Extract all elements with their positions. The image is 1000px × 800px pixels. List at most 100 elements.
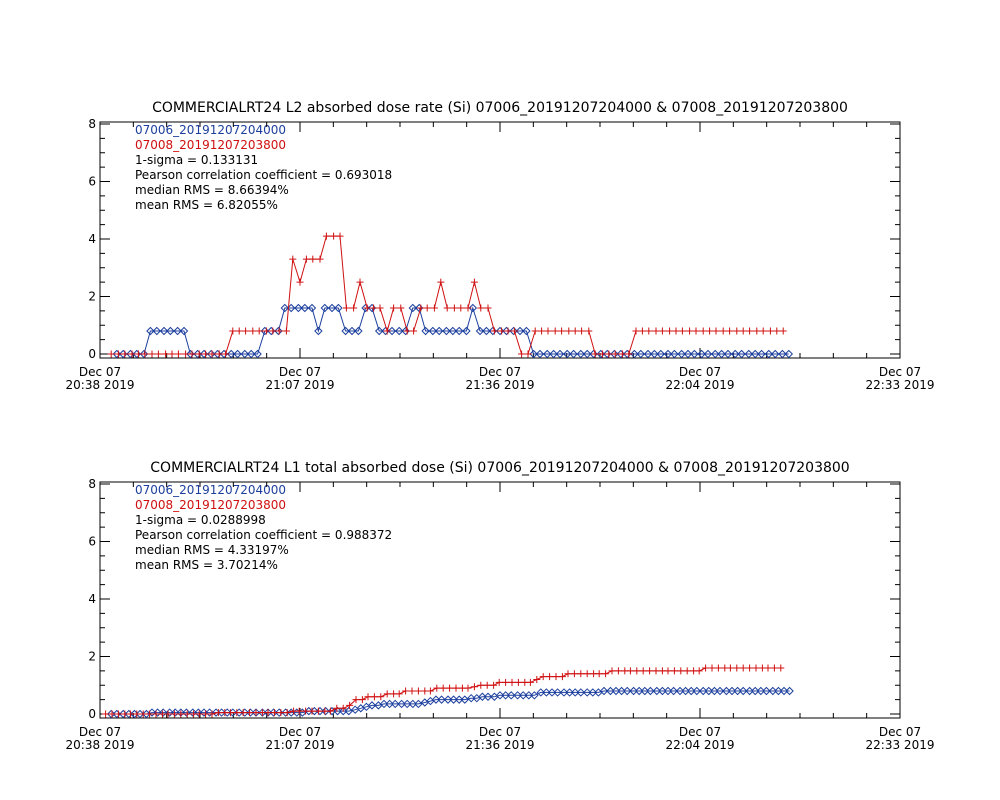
top-data-point-diamond (509, 326, 518, 336)
bottom-data-point-plus (708, 664, 716, 672)
bottom-data-point-plus (314, 707, 322, 715)
top-data-point-diamond (173, 326, 182, 336)
top-x-tick-date: Dec 07 (279, 365, 321, 379)
bottom-data-point-plus (702, 664, 710, 672)
top-data-point-plus (182, 350, 190, 358)
bottom-data-point-plus (146, 710, 154, 718)
bottom-data-point-plus (452, 684, 460, 692)
bottom-data-point-diamond (449, 695, 458, 704)
bottom-data-point-plus (583, 670, 591, 678)
top-data-point-diamond (266, 326, 276, 336)
top-data-point-diamond (468, 303, 478, 313)
top-data-point-diamond (502, 326, 511, 336)
top-data-point-plus (168, 350, 176, 358)
bottom-data-point-plus (152, 710, 160, 718)
top-data-point-plus (544, 327, 552, 335)
bottom-data-point-diamond (646, 686, 655, 696)
bottom-data-point-diamond (692, 686, 702, 696)
bottom-data-point-diamond (333, 706, 342, 716)
top-data-point-plus (524, 350, 532, 358)
top-data-point-diamond (750, 349, 760, 359)
top-chart: COMMERCIALRT24 L2 absorbed dose rate (Si… (66, 100, 935, 392)
bottom-data-point-diamond (501, 691, 510, 700)
bottom-data-point-diamond (414, 699, 423, 709)
top-data-point-plus (618, 350, 626, 358)
bottom-x-tick-time: 21:07 2019 (266, 738, 335, 752)
top-data-point-plus (302, 255, 310, 263)
top-data-point-plus (504, 327, 512, 335)
top-data-point-plus (215, 350, 223, 358)
top-data-point-diamond (186, 349, 195, 359)
bottom-data-point-plus (233, 709, 241, 717)
top-data-point-diamond (280, 303, 290, 313)
bottom-data-point-diamond (106, 709, 116, 719)
top-data-point-diamond (576, 349, 586, 359)
top-chart-legend-2: 07008_20191207203800 (135, 138, 286, 152)
top-data-point-plus (551, 327, 559, 335)
bottom-data-point-diamond (762, 686, 771, 696)
top-x-tick-date: Dec 07 (479, 365, 521, 379)
bottom-data-point-diamond (622, 686, 632, 696)
top-data-point-plus (376, 304, 384, 312)
top-data-point-plus (370, 304, 378, 312)
top-data-point-diamond (723, 349, 733, 359)
top-data-point-plus (565, 327, 573, 335)
bottom-data-point-diamond (715, 686, 725, 696)
top-data-point-diamond (139, 349, 149, 359)
bottom-data-point-diamond (199, 708, 209, 717)
top-data-point-plus (437, 278, 445, 286)
top-data-point-diamond (126, 349, 135, 359)
bottom-data-point-plus (646, 667, 654, 675)
bottom-data-point-diamond (570, 688, 580, 697)
bottom-chart-legend-2: 07008_20191207203800 (135, 498, 286, 512)
bottom-data-point-plus (202, 710, 210, 718)
bottom-data-point-plus (508, 678, 516, 686)
top-chart-legend-1: 07006_20191207204000 (135, 123, 286, 137)
bottom-data-point-plus (683, 667, 691, 675)
top-data-point-diamond (442, 326, 451, 336)
bottom-data-point-diamond (518, 691, 528, 700)
top-data-point-plus (141, 350, 149, 358)
top-data-point-diamond (670, 349, 679, 359)
top-data-point-plus (121, 350, 129, 358)
top-data-point-diamond (778, 349, 787, 359)
bottom-data-point-plus (539, 673, 547, 681)
top-data-point-plus (598, 350, 606, 358)
bottom-data-point-plus (214, 709, 222, 717)
top-data-point-plus (114, 350, 122, 358)
bottom-data-point-diamond (686, 686, 696, 696)
bottom-data-point-plus (490, 681, 498, 689)
top-data-point-diamond (630, 349, 639, 359)
bottom-data-point-plus (714, 664, 722, 672)
bottom-data-point-diamond (779, 686, 789, 696)
top-data-point-diamond (233, 349, 242, 359)
bottom-data-point-plus (752, 664, 760, 672)
bottom-data-point-plus (252, 709, 260, 717)
bottom-data-point-plus (570, 670, 578, 678)
top-data-point-diamond (475, 326, 485, 336)
top-data-point-diamond (656, 349, 666, 359)
bottom-data-point-diamond (495, 691, 505, 700)
top-data-point-diamond (643, 349, 653, 359)
top-data-point-plus (726, 327, 734, 335)
top-data-point-plus (242, 327, 250, 335)
bottom-data-point-plus (677, 667, 685, 675)
bottom-chart-annotation-4: mean RMS = 3.70214% (135, 558, 278, 572)
top-data-point-diamond (434, 326, 444, 336)
bottom-data-point-plus (226, 709, 234, 717)
bottom-data-point-diamond (722, 686, 731, 696)
top-x-tick-time: 22:33 2019 (866, 378, 935, 392)
bottom-y-tick-label: 4 (88, 592, 96, 606)
bottom-data-point-plus (633, 667, 641, 675)
top-data-point-diamond (589, 349, 598, 359)
bottom-x-tick-time: 21:36 2019 (466, 738, 535, 752)
bottom-data-point-diamond (379, 699, 389, 709)
top-data-point-plus (322, 232, 330, 240)
top-data-point-plus (510, 327, 518, 335)
bottom-data-point-plus (170, 710, 178, 718)
top-data-point-diamond (663, 349, 673, 359)
top-data-point-plus (766, 327, 774, 335)
bottom-y-tick-label: 0 (88, 707, 96, 721)
top-data-point-plus (759, 327, 767, 335)
top-data-point-diamond (690, 349, 699, 359)
